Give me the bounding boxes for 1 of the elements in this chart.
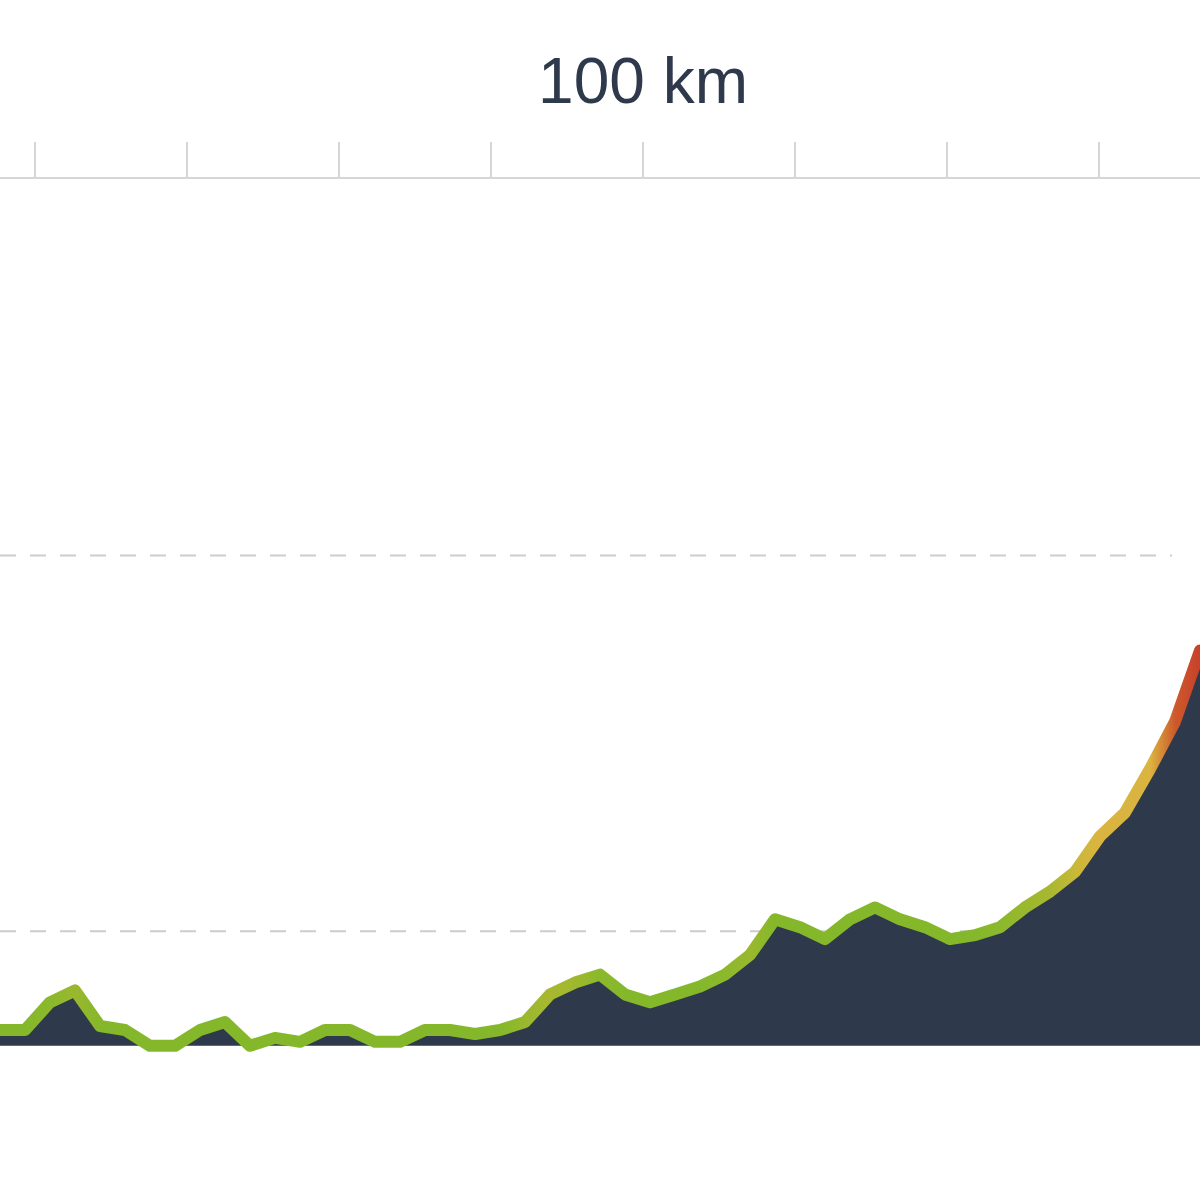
text: 100 km bbox=[538, 44, 748, 117]
